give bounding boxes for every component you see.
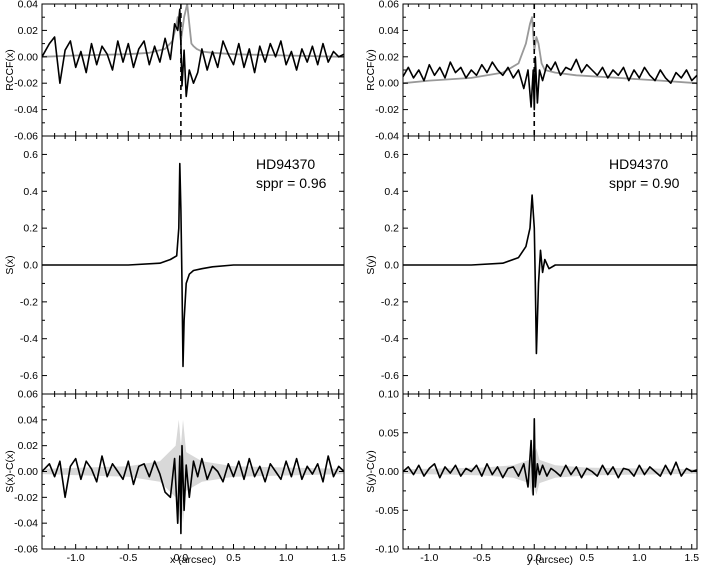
y-tick-label: 0.0 <box>384 260 399 272</box>
x-tick-label: 1.0 <box>279 552 294 564</box>
x-tick-label: -1.0 <box>420 552 438 564</box>
panel-right-bottom: 0.10 0.05 0.00 -0.05 -0.10 -1.0 -0.5 0.0 0.5 1.0 1… <box>365 389 699 567</box>
y-tick-label: -0.4 <box>381 333 399 345</box>
y-tick-label: -0.06 <box>14 131 38 143</box>
y-tick-label: -0.04 <box>375 131 399 143</box>
panel-left-bottom: 0.06 0.04 0.02 0.00 -0.02 -0.04 -0.06 -1.0 -0.5 0… <box>4 389 346 567</box>
y-tick-label: -0.06 <box>14 544 38 556</box>
y-tick-label: 0.05 <box>379 427 400 439</box>
y-tick-label: -0.02 <box>14 78 38 90</box>
y-tick-label: 0.02 <box>18 440 39 452</box>
x-tick-label: 0.0 <box>527 552 542 564</box>
annotation-text: sppr = 0.96 <box>256 175 327 191</box>
annotation-text: sppr = 0.90 <box>609 175 680 191</box>
series-line-0 <box>42 8 344 98</box>
y-axis-label: S(x)-C(x) <box>4 450 16 493</box>
series-line-0 <box>403 56 697 111</box>
y-tick-label: 0.2 <box>23 223 38 235</box>
y-axis-label: S(y)-C(y) <box>365 450 377 493</box>
y-tick-label: 0.06 <box>18 389 39 401</box>
y-tick-label: -0.04 <box>14 104 38 116</box>
y-tick-label: 0.4 <box>23 186 38 198</box>
y-tick-label: 0.04 <box>18 0 39 11</box>
plot-area <box>403 16 697 111</box>
plot-area <box>403 194 697 355</box>
y-tick-label: -0.4 <box>20 333 38 345</box>
y-tick-label: 0.6 <box>384 149 399 161</box>
x-axis-label: y (arcsec) <box>527 554 573 566</box>
y-tick-label: -0.10 <box>375 544 399 556</box>
y-tick-label: 0.00 <box>18 466 39 478</box>
annotation-text: HD94370 <box>609 156 668 172</box>
series-line-0 <box>42 162 344 368</box>
y-tick-label: -0.2 <box>381 296 399 308</box>
y-tick-label: 0.04 <box>379 25 400 37</box>
y-tick-label: -0.02 <box>375 104 399 116</box>
series-line-0 <box>42 444 344 535</box>
series-line-0 <box>403 418 697 496</box>
x-tick-label: -0.5 <box>119 552 137 564</box>
annotation-text: HD94370 <box>256 156 315 172</box>
y-axis-label: RCCF(x) <box>4 49 16 90</box>
panel-right-middle: 0.6 0.4 0.2 0.0 -0.2 -0.4 -0.6 S(y) HD94370 sppr … <box>365 135 698 395</box>
x-tick-label: 1.5 <box>331 552 346 564</box>
y-tick-label: 0.2 <box>384 223 399 235</box>
plot-area <box>42 162 344 368</box>
y-tick-label: 0.10 <box>379 389 400 401</box>
y-tick-label: 0.6 <box>23 149 38 161</box>
y-axis-label: S(x) <box>4 255 16 274</box>
y-tick-label: 0.02 <box>18 25 39 37</box>
y-tick-label: 0.0 <box>23 260 38 272</box>
y-tick-label: 0.06 <box>379 0 400 11</box>
x-axis-label: x (arcsec) <box>170 554 216 566</box>
y-tick-label: 0.00 <box>379 466 400 478</box>
y-tick-label: -0.02 <box>14 492 38 504</box>
y-tick-label: -0.6 <box>381 370 399 382</box>
y-axis-label: S(y) <box>365 255 377 274</box>
plot-area <box>42 419 344 535</box>
panels: 0.04 0.02 0.00 -0.02 -0.04 -0.06 RCCF(x) 0.6 0.4… <box>4 0 699 566</box>
y-tick-label: -0.04 <box>14 518 38 530</box>
x-tick-label: -1.0 <box>67 552 85 564</box>
x-tick-label: 0.0 <box>174 552 189 564</box>
y-tick-label: 0.02 <box>379 51 400 63</box>
x-tick-label: 1.5 <box>684 552 699 564</box>
series-line-1 <box>403 16 697 85</box>
x-tick-label: 0.5 <box>226 552 241 564</box>
y-tick-label: 0.00 <box>379 78 400 90</box>
y-tick-label: -0.05 <box>375 505 399 517</box>
y-tick-label: 0.00 <box>18 51 39 63</box>
y-tick-label: 0.04 <box>18 414 39 426</box>
y-tick-label: 0.4 <box>384 186 399 198</box>
y-tick-label: -0.2 <box>20 296 38 308</box>
y-tick-label: -0.6 <box>20 370 38 382</box>
plot-area <box>42 4 344 98</box>
x-tick-label: 0.5 <box>579 552 594 564</box>
plot-area <box>403 418 697 496</box>
y-axis-label: RCCF(y) <box>365 49 377 90</box>
series-line-1 <box>42 4 344 58</box>
x-tick-label: 1.0 <box>632 552 647 564</box>
x-tick-label: -0.5 <box>473 552 491 564</box>
series-line-0 <box>403 194 697 355</box>
